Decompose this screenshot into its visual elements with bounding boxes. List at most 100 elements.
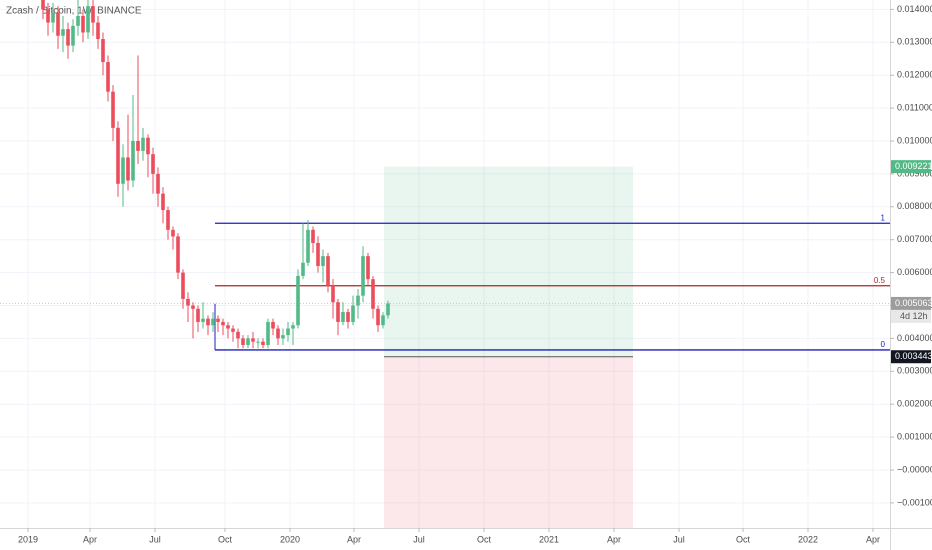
candle-body xyxy=(366,256,370,280)
candle-body xyxy=(231,328,235,332)
countdown: 4d 12h xyxy=(900,311,928,321)
candle-body xyxy=(121,157,125,184)
candle-body xyxy=(236,331,240,339)
candle-body xyxy=(66,29,70,46)
x-tick-label: Apr xyxy=(607,534,621,544)
x-tick-label: Oct xyxy=(218,534,233,544)
candle-body xyxy=(176,236,180,273)
target-label: 0.009221 xyxy=(895,161,932,171)
x-tick-label: 2021 xyxy=(539,534,559,544)
fib-level-label: 0.5 xyxy=(874,276,886,285)
last-price-label: 0.005063 xyxy=(895,298,932,308)
chart-title: Zcash / Bitcoin, 1W, BINANCE xyxy=(6,6,142,17)
y-tick-label: 0.007000 xyxy=(897,234,932,244)
candle-body xyxy=(336,302,340,322)
candle-body xyxy=(136,141,140,151)
candle-body xyxy=(126,157,130,181)
candles xyxy=(41,0,390,349)
candle-body xyxy=(386,303,390,316)
candle-body xyxy=(341,312,345,322)
candle-body xyxy=(311,229,315,243)
y-tick-label: 0.004000 xyxy=(897,333,932,343)
candle-body xyxy=(81,15,85,33)
x-tick-label: Jul xyxy=(149,534,161,544)
candle-body xyxy=(286,328,290,336)
candle-body xyxy=(111,91,115,128)
candle-body xyxy=(46,9,50,23)
x-tick-label: Apr xyxy=(866,534,880,544)
entry-label: 0.003443 xyxy=(895,351,932,361)
candle-body xyxy=(266,321,270,345)
candle-body xyxy=(321,256,325,267)
candle-body xyxy=(276,328,280,339)
y-tick-label: 0.001000 xyxy=(897,431,932,441)
y-tick-label: 0.006000 xyxy=(897,267,932,277)
y-tick-label: −0.001000 xyxy=(897,497,932,507)
y-tick-label: 0.003000 xyxy=(897,366,932,376)
x-tick-label: Jul xyxy=(673,534,685,544)
candle-body xyxy=(271,321,275,329)
y-tick-label: 0.011000 xyxy=(897,102,932,112)
candle-body xyxy=(206,318,210,326)
x-tick-label: Apr xyxy=(83,534,97,544)
candle-body xyxy=(216,318,220,322)
candle-body xyxy=(261,341,265,345)
candle-body xyxy=(106,62,110,92)
profit-zone xyxy=(384,166,633,357)
candle-body xyxy=(356,295,360,306)
candle-body xyxy=(51,12,55,23)
x-tick-label: 2019 xyxy=(18,534,38,544)
candle-body xyxy=(76,15,80,26)
y-tick-label: 0.012000 xyxy=(897,70,932,80)
x-tick-label: Jul xyxy=(413,534,425,544)
x-tick-label: Oct xyxy=(736,534,751,544)
candle-body xyxy=(191,305,195,309)
candle-body xyxy=(281,335,285,339)
candle-body xyxy=(241,338,245,345)
candle-body xyxy=(316,242,320,267)
target-label-bg xyxy=(891,160,931,174)
candle-body xyxy=(161,193,165,211)
grid xyxy=(0,0,890,528)
y-tick-label: 0.008000 xyxy=(897,201,932,211)
candle-body xyxy=(251,338,255,342)
y-tick-label: −0.000000 xyxy=(897,464,932,474)
candle-body xyxy=(226,325,230,329)
candle-body xyxy=(116,127,120,184)
candle-body xyxy=(141,137,145,151)
last-price-label-bg xyxy=(891,296,931,310)
countdown-bg xyxy=(891,309,931,323)
candle-body xyxy=(376,308,380,326)
candle-body xyxy=(306,229,310,263)
x-tick-label: Apr xyxy=(347,534,361,544)
candle-body xyxy=(326,256,330,286)
y-tick-label: 0.009000 xyxy=(897,168,932,178)
candle-body xyxy=(196,308,200,322)
candle-body xyxy=(346,312,350,322)
candle-body xyxy=(291,325,295,329)
candle-body xyxy=(41,0,45,10)
y-tick-label: 0.014000 xyxy=(897,4,932,14)
candle-body xyxy=(331,285,335,303)
x-tick-label: 2020 xyxy=(280,534,300,544)
candle-body xyxy=(71,25,75,46)
candle-body xyxy=(96,22,100,40)
loss-zone xyxy=(384,356,633,528)
candle-body xyxy=(201,318,205,322)
fib-level-label: 1 xyxy=(881,213,886,222)
candle-body xyxy=(371,279,375,309)
candle-body xyxy=(61,29,65,36)
drawings: 10.50 xyxy=(0,166,890,528)
candle-body xyxy=(256,341,260,343)
candle-body xyxy=(131,141,135,181)
y-tick-label: 0.013000 xyxy=(897,37,932,47)
candle-body xyxy=(221,321,225,326)
candle-body xyxy=(381,315,385,326)
candle-body xyxy=(56,12,60,36)
candle-body xyxy=(146,137,150,155)
candle-body xyxy=(171,229,175,237)
candle-body xyxy=(156,173,160,194)
x-tick-label: 2022 xyxy=(798,534,818,544)
candle-body xyxy=(211,318,215,326)
